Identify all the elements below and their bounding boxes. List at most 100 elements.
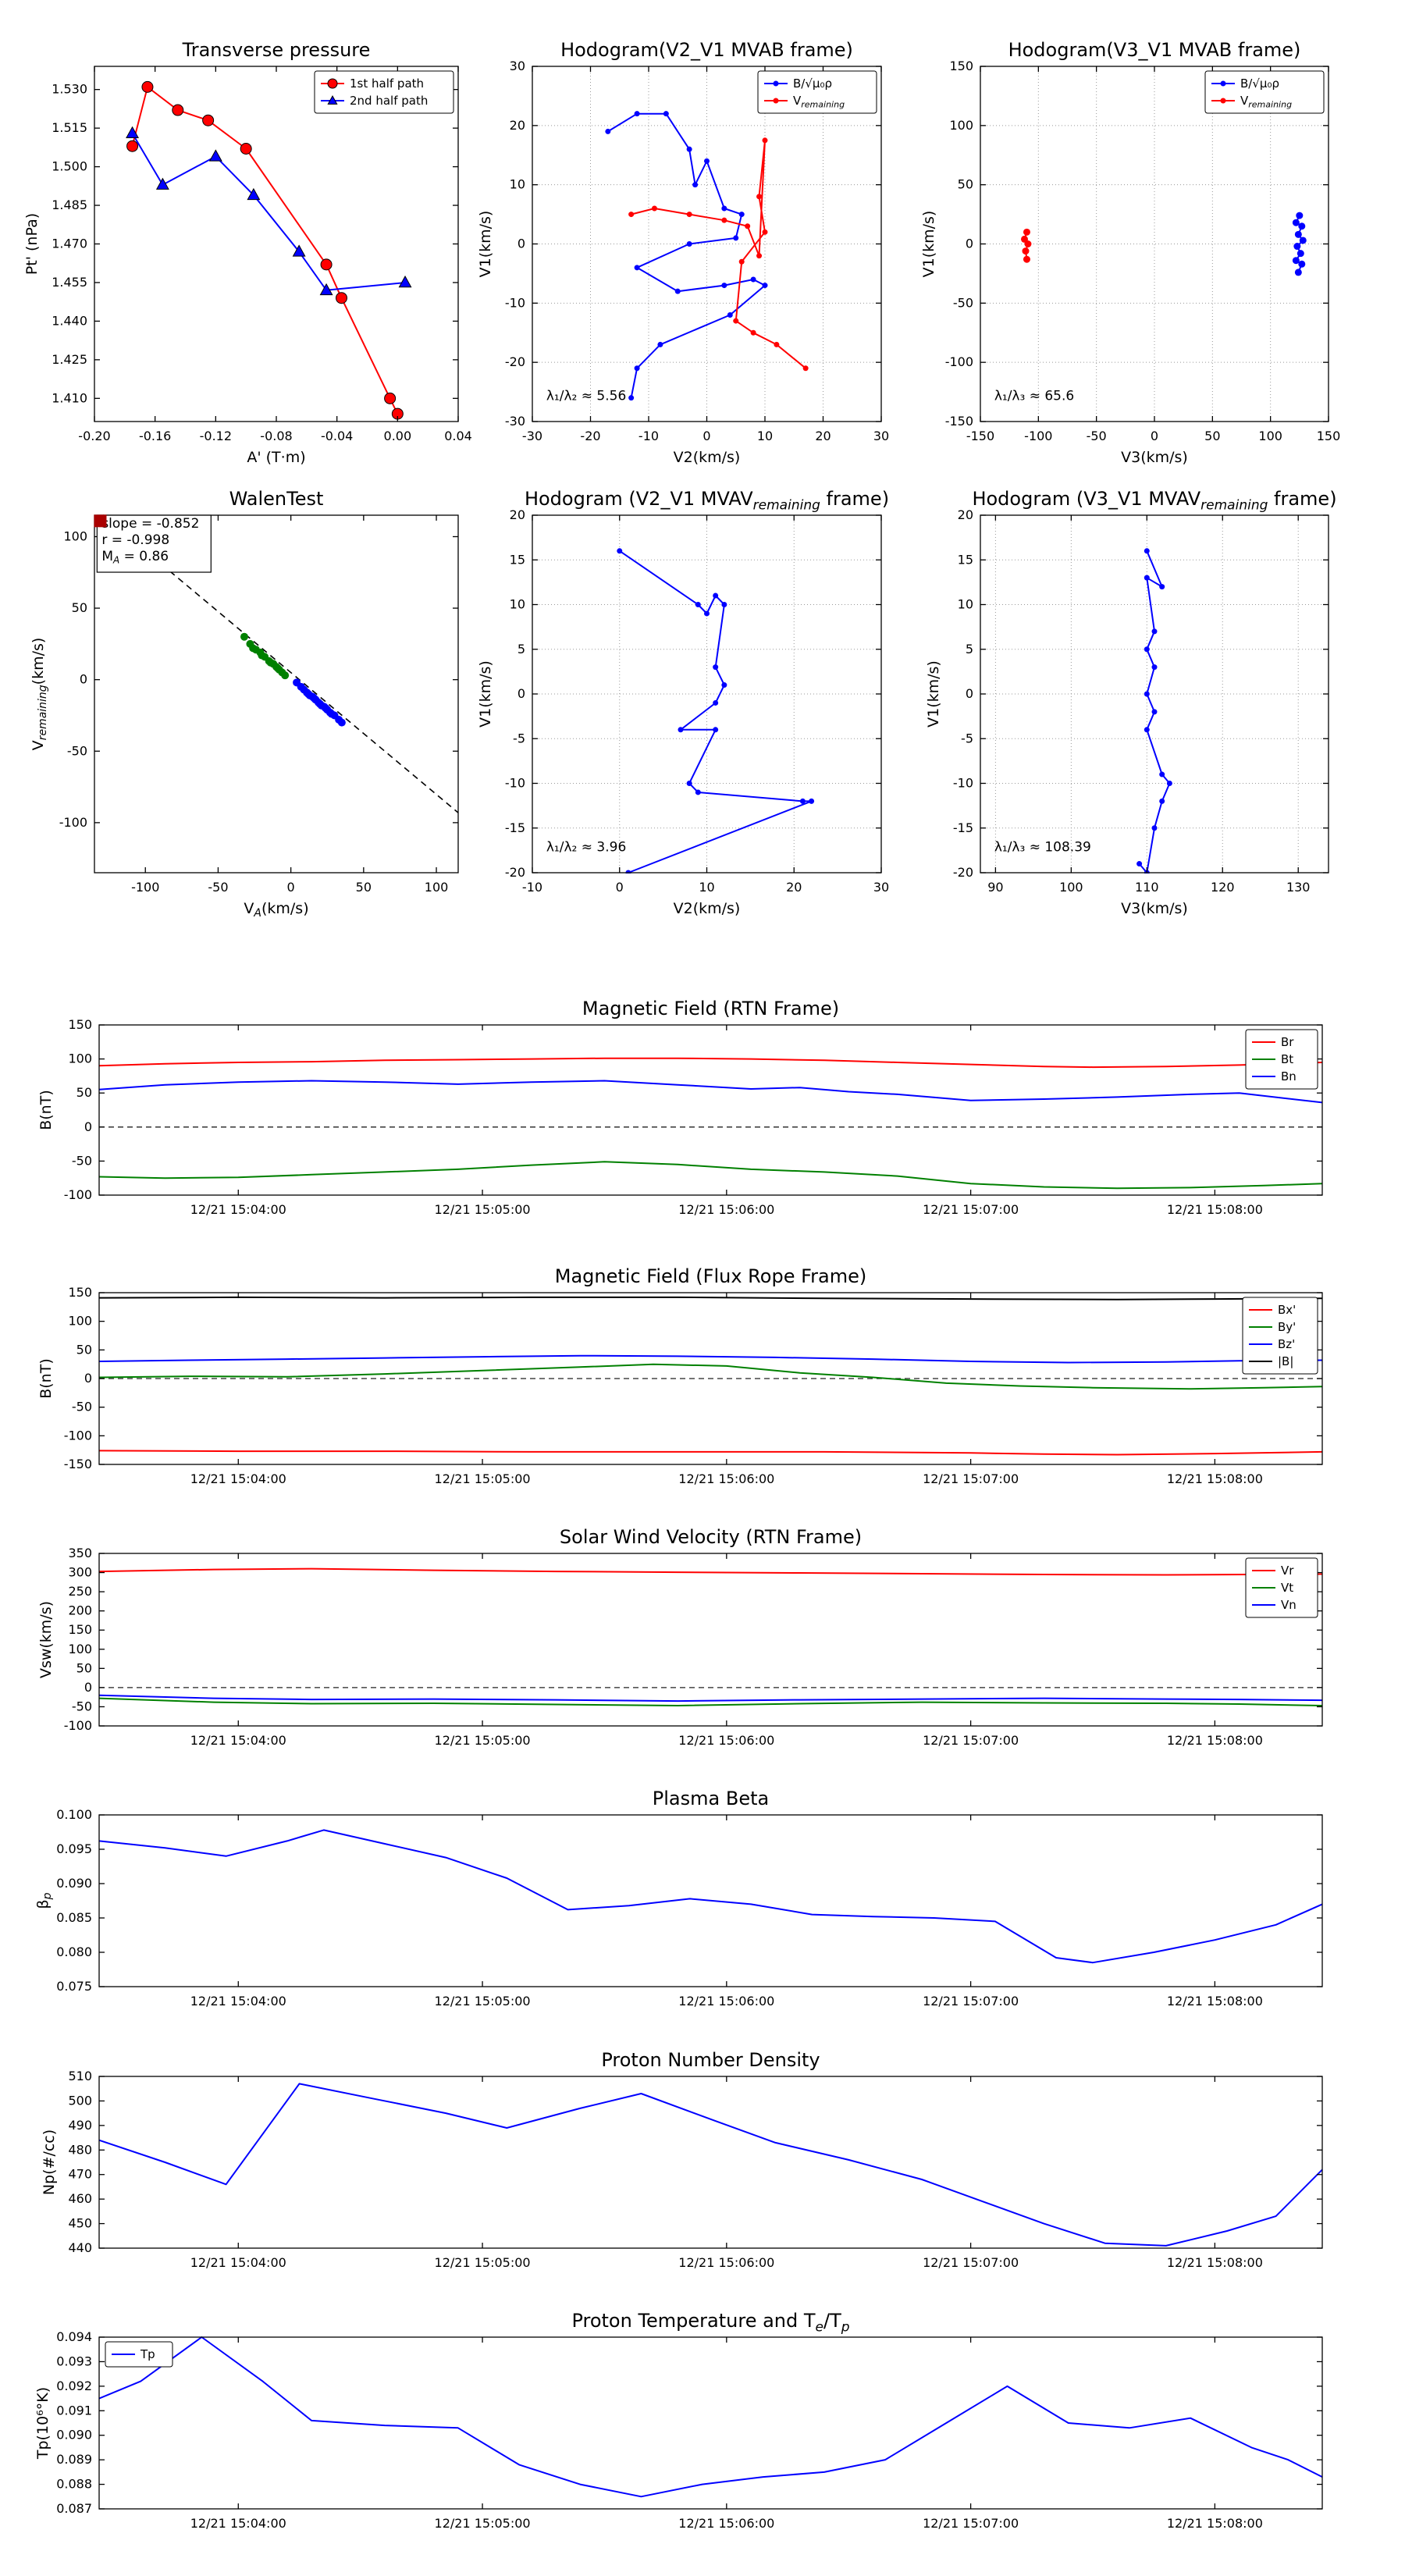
x-tick-label: -10	[522, 880, 542, 895]
axes-frame	[98, 1024, 1323, 1196]
y-tick-label: 460	[68, 2191, 92, 2206]
y-tick-label: -100	[64, 1428, 92, 1443]
dot-marker	[240, 632, 248, 641]
dot-marker	[1144, 548, 1150, 554]
dot-marker	[1159, 798, 1165, 804]
legend-label: B/√μ₀ρ	[793, 76, 832, 91]
chart-vsw-rtn: 12/21 15:04:00 12/21 15:05:00 12/21 15:06:…	[37, 1526, 1323, 1748]
y-tick-label: 0.100	[56, 1807, 92, 1822]
circle-marker	[320, 258, 333, 271]
circle-marker	[384, 392, 397, 404]
chart-plasma-beta: 12/21 15:04:00 12/21 15:05:00 12/21 15:06:…	[34, 1788, 1323, 2008]
x-tick-label: 12/21 15:06:00	[678, 2516, 774, 2531]
legend-box	[1245, 1557, 1318, 1618]
dot-marker	[695, 789, 701, 795]
triangle-marker	[327, 94, 338, 105]
y-tick-label: 0.090	[56, 2428, 92, 2443]
dot-marker	[1220, 98, 1226, 104]
y-tick-label: 300	[68, 1565, 92, 1580]
dot-marker	[1144, 691, 1150, 697]
legend-box	[1245, 1029, 1318, 1090]
y-tick-label: 0	[518, 686, 525, 701]
y-tick-label: 1.440	[52, 313, 87, 328]
dot-marker	[1293, 243, 1301, 251]
y-tick-label: -5	[961, 731, 973, 745]
x-tick-label: -0.12	[200, 429, 232, 443]
annotation: λ₁/λ₂ ≈ 3.96	[546, 840, 626, 856]
y-tick-label: -100	[945, 354, 973, 369]
y-tick-label: 1.455	[52, 275, 87, 290]
dot-marker	[686, 241, 692, 247]
dot-marker	[1151, 664, 1158, 671]
dot-marker	[721, 682, 727, 688]
y-tick-label: -10	[953, 776, 973, 791]
dot-marker	[1296, 212, 1304, 219]
dot-marker	[721, 217, 727, 223]
dot-marker	[1024, 240, 1032, 247]
dot-marker	[1151, 628, 1158, 635]
triangle-marker	[319, 283, 333, 296]
dot-marker	[634, 365, 640, 372]
legend-label: Vn	[1281, 1598, 1297, 1612]
x-tick-label: 20	[786, 880, 802, 895]
y-tick-label: 450	[68, 2216, 92, 2231]
x-tick-label: 0	[287, 880, 295, 895]
dot-marker	[1292, 257, 1300, 265]
y-tick-label: -15	[505, 820, 525, 835]
y-tick-label: 100	[63, 528, 87, 543]
y-tick-label: 0.088	[56, 2477, 92, 2492]
dot-marker	[733, 318, 739, 324]
chart-title: Hodogram (V2_V1 MVAVremaining frame)	[525, 488, 889, 513]
y-tick-label: 20	[510, 118, 525, 133]
x-tick-label: 20	[815, 429, 831, 443]
y-tick-label: 1.410	[52, 390, 87, 405]
dot-marker	[634, 265, 640, 271]
y-tick-label: 100	[68, 1314, 92, 1329]
y-tick-label: 150	[68, 1017, 92, 1032]
dot-marker	[686, 212, 692, 218]
x-tick-label: 12/21 15:04:00	[190, 1733, 286, 1748]
x-tick-label: 120	[1211, 880, 1235, 895]
dot-marker	[1294, 269, 1302, 276]
x-tick-label: 12/21 15:08:00	[1167, 2255, 1263, 2270]
y-tick-label: 50	[76, 1342, 92, 1357]
y-tick-label: 5	[518, 642, 525, 656]
x-tick-label: 12/21 15:05:00	[435, 2255, 531, 2270]
x-tick-label: 0	[702, 429, 710, 443]
series-Vt	[98, 1697, 1323, 1706]
x-tick-label: 12/21 15:08:00	[1167, 2516, 1263, 2531]
dot-marker	[704, 158, 710, 164]
y-tick-label: 0	[966, 686, 973, 701]
x-tick-label: 12/21 15:08:00	[1167, 1733, 1263, 1748]
triangle-marker	[126, 126, 139, 138]
y-axis-label: Np(#/cc)	[41, 2129, 58, 2195]
y-tick-label: 0.089	[56, 2452, 92, 2467]
axes-frame	[98, 2076, 1323, 2249]
chart-title: WalenTest	[229, 488, 324, 510]
dot-marker	[738, 212, 745, 218]
x-tick-label: 0.04	[444, 429, 472, 443]
dot-marker	[750, 276, 756, 283]
y-axis-label: Tp(10⁶°K)	[34, 2387, 52, 2460]
legend-box	[1242, 1297, 1318, 1375]
legend-label: Vremaining	[793, 94, 845, 109]
legend-label: Bt	[1281, 1052, 1293, 1066]
y-tick-label: -5	[513, 731, 525, 745]
x-axis-label: VA(km/s)	[244, 900, 308, 920]
y-tick-label: 100	[68, 1642, 92, 1656]
y-tick-label: -20	[953, 865, 973, 880]
x-tick-label: 12/21 15:05:00	[435, 1733, 531, 1748]
x-tick-label: -0.04	[321, 429, 353, 443]
dot-marker	[1144, 575, 1150, 581]
x-tick-label: 12/21 15:06:00	[678, 1202, 774, 1217]
chart-hodogram-v2v1-mvab: -30 -20 -10 0 10 20 30 -30 -20 -10 0 10 20 30 Hodogram…	[477, 39, 889, 466]
y-tick-label: -50	[953, 295, 973, 310]
legend-label: Bx'	[1278, 1303, 1296, 1317]
chart-title: Solar Wind Velocity (RTN Frame)	[560, 1526, 862, 1548]
x-tick-label: 30	[873, 880, 889, 895]
legend-label: 1st half path	[350, 76, 424, 91]
circle-marker	[327, 78, 338, 89]
x-tick-label: 12/21 15:07:00	[923, 1994, 1019, 2008]
